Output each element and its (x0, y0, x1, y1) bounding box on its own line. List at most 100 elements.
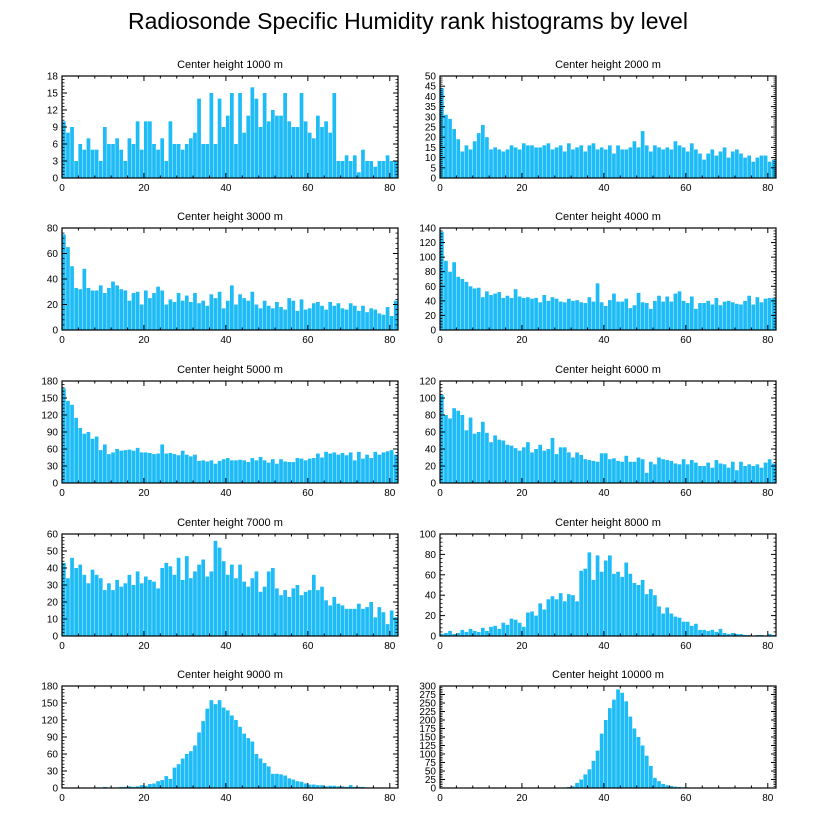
histogram-bar (718, 151, 723, 178)
histogram-bar (644, 303, 649, 330)
histogram-bar (111, 590, 115, 636)
histogram-bar (135, 447, 140, 483)
histogram-bar (677, 145, 682, 178)
histogram-bar (197, 564, 201, 636)
histogram-bar (164, 562, 169, 636)
histogram-bar (316, 785, 320, 788)
histogram-bar (698, 303, 702, 330)
histogram-bar (644, 472, 649, 483)
x-tick-label: 40 (598, 335, 610, 346)
histogram-bar (102, 127, 107, 178)
histogram-bar (254, 754, 259, 788)
histogram-bar (694, 462, 698, 483)
histogram-bar (771, 297, 776, 330)
y-tick-label: 30 (47, 767, 59, 778)
y-tick-label: 80 (425, 411, 437, 422)
y-tick-label: 50 (425, 767, 437, 778)
histogram-bar (521, 143, 526, 178)
y-tick-label: 40 (47, 275, 59, 286)
y-tick-label: 80 (425, 550, 437, 561)
histogram-bar (550, 437, 555, 483)
histogram-bar (361, 458, 365, 483)
histogram-bar (644, 594, 649, 636)
histogram-bar (254, 98, 259, 178)
histogram-bar (279, 774, 283, 788)
histogram-bar (591, 579, 596, 636)
y-tick-label: 60 (47, 530, 59, 541)
histogram-bar (254, 571, 259, 636)
histogram-bar (78, 428, 83, 483)
histogram-bar (221, 707, 226, 788)
histogram-bar (562, 151, 567, 178)
histogram-bar (74, 161, 78, 178)
histogram-bar (197, 98, 201, 178)
histogram-bar (361, 149, 365, 178)
histogram-bar (718, 463, 723, 483)
histogram-bar (279, 115, 283, 178)
histogram-bar (340, 308, 345, 330)
histogram-bar (640, 745, 645, 788)
histogram-bar (472, 630, 477, 636)
histogram-bar (542, 295, 547, 330)
histogram-bar (513, 147, 518, 178)
histogram-bar (336, 603, 341, 636)
histogram-bar (657, 295, 661, 330)
histogram-bar (632, 305, 637, 330)
y-tick-label: 20 (425, 611, 437, 622)
histogram-bar (636, 457, 641, 483)
histogram-bar (489, 442, 493, 483)
histogram-bar (759, 302, 764, 330)
histogram-bar (689, 296, 694, 330)
histogram-bar (94, 436, 99, 483)
histogram-bar (595, 750, 600, 788)
histogram-bar (587, 769, 592, 788)
histogram-bar (365, 161, 369, 178)
histogram-bar (665, 147, 670, 178)
x-tick-label: 40 (598, 793, 610, 804)
histogram-bar (156, 781, 160, 788)
histogram-bar (726, 157, 731, 178)
histogram-bar (361, 305, 365, 330)
histogram-bar (299, 781, 304, 788)
histogram-bar (127, 574, 132, 636)
histogram-bar (238, 726, 242, 788)
histogram-bar (612, 699, 616, 788)
histogram-bar (266, 305, 271, 330)
histogram-bar (575, 452, 579, 483)
histogram-bar (632, 461, 637, 483)
x-tick-label: 80 (384, 488, 396, 499)
histogram-bar (295, 585, 300, 636)
histogram-bar (575, 300, 579, 330)
histogram-bar (751, 466, 756, 483)
histogram-bar (180, 450, 185, 483)
histogram-bar (127, 449, 132, 483)
histogram-bar (299, 93, 304, 178)
histogram-bar (234, 720, 238, 788)
histogram-bar (653, 464, 657, 483)
histogram-bar (558, 593, 563, 636)
histogram-bar (689, 460, 694, 483)
histogram-bar (369, 308, 374, 330)
histogram-bar (230, 460, 234, 483)
histogram-bar (328, 132, 333, 178)
histogram-bar (78, 564, 83, 636)
histogram-bar (624, 298, 629, 330)
histogram-bar (303, 460, 308, 483)
histogram-bar (107, 144, 111, 178)
histogram-bar (673, 463, 678, 483)
y-tick-label: 40 (425, 92, 437, 103)
y-tick-label: 200 (419, 716, 436, 727)
histogram-bar (262, 93, 267, 178)
histogram-bar (694, 308, 698, 330)
histogram-bar (164, 453, 169, 483)
histogram-bar (669, 613, 674, 636)
histogram-bar (270, 773, 275, 788)
panel-frame (439, 227, 777, 331)
histogram-bar (710, 629, 715, 636)
histogram-bar (115, 579, 119, 636)
histogram-bar (209, 700, 214, 788)
histogram-bar (735, 470, 739, 483)
histogram-bar (521, 297, 526, 330)
histogram-bar (530, 611, 534, 636)
x-tick-label: 40 (220, 183, 232, 194)
